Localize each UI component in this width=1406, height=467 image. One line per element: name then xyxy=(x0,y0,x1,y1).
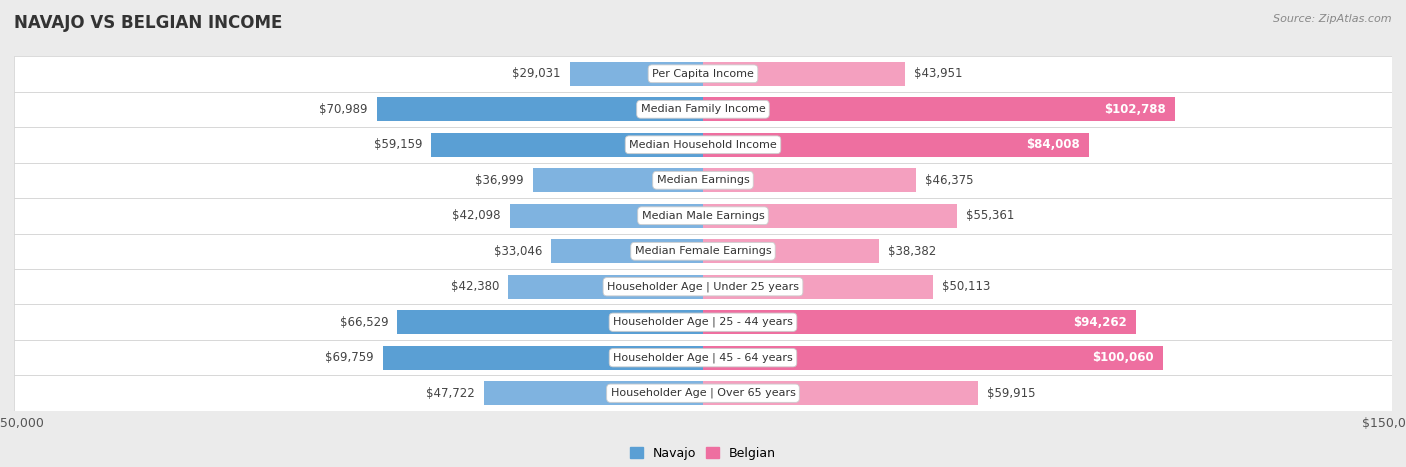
Text: Per Capita Income: Per Capita Income xyxy=(652,69,754,79)
Bar xyxy=(14,234,1392,269)
Text: $70,989: $70,989 xyxy=(319,103,368,116)
Bar xyxy=(432,133,703,157)
Bar xyxy=(703,97,1175,121)
Bar xyxy=(703,204,957,228)
Text: $94,262: $94,262 xyxy=(1073,316,1126,329)
Bar xyxy=(703,168,915,192)
Bar xyxy=(14,163,1392,198)
Text: $43,951: $43,951 xyxy=(914,67,963,80)
Text: $59,915: $59,915 xyxy=(987,387,1036,400)
Text: Median Male Earnings: Median Male Earnings xyxy=(641,211,765,221)
Bar xyxy=(484,381,703,405)
Legend: Navajo, Belgian: Navajo, Belgian xyxy=(626,442,780,465)
Bar xyxy=(509,275,703,299)
Bar xyxy=(14,269,1392,304)
Text: $38,382: $38,382 xyxy=(889,245,936,258)
Bar xyxy=(398,310,703,334)
Bar xyxy=(703,310,1136,334)
Bar xyxy=(569,62,703,86)
Bar xyxy=(14,198,1392,234)
Text: $47,722: $47,722 xyxy=(426,387,475,400)
Text: $42,098: $42,098 xyxy=(451,209,501,222)
Bar xyxy=(703,381,979,405)
Bar xyxy=(14,340,1392,375)
Text: $84,008: $84,008 xyxy=(1026,138,1080,151)
Text: $66,529: $66,529 xyxy=(340,316,388,329)
Bar xyxy=(509,204,703,228)
Text: $69,759: $69,759 xyxy=(325,351,374,364)
Bar xyxy=(377,97,703,121)
Bar xyxy=(703,133,1088,157)
Bar xyxy=(14,92,1392,127)
Bar xyxy=(533,168,703,192)
Bar xyxy=(382,346,703,370)
Text: $46,375: $46,375 xyxy=(925,174,974,187)
Text: $29,031: $29,031 xyxy=(512,67,561,80)
Text: $100,060: $100,060 xyxy=(1091,351,1153,364)
Bar xyxy=(703,346,1163,370)
Text: Householder Age | Under 25 years: Householder Age | Under 25 years xyxy=(607,282,799,292)
Text: Median Earnings: Median Earnings xyxy=(657,175,749,185)
Text: $42,380: $42,380 xyxy=(451,280,499,293)
Text: Median Female Earnings: Median Female Earnings xyxy=(634,246,772,256)
Bar xyxy=(551,239,703,263)
Bar xyxy=(703,62,905,86)
Text: NAVAJO VS BELGIAN INCOME: NAVAJO VS BELGIAN INCOME xyxy=(14,14,283,32)
Text: Median Household Income: Median Household Income xyxy=(628,140,778,150)
Bar xyxy=(14,127,1392,163)
Text: Householder Age | 25 - 44 years: Householder Age | 25 - 44 years xyxy=(613,317,793,327)
Text: Median Family Income: Median Family Income xyxy=(641,104,765,114)
Text: $36,999: $36,999 xyxy=(475,174,524,187)
Bar xyxy=(703,275,934,299)
Bar xyxy=(14,375,1392,411)
Text: $55,361: $55,361 xyxy=(966,209,1015,222)
Text: Householder Age | Over 65 years: Householder Age | Over 65 years xyxy=(610,388,796,398)
Bar xyxy=(14,56,1392,92)
Bar xyxy=(14,304,1392,340)
Text: $59,159: $59,159 xyxy=(374,138,422,151)
Text: Householder Age | 45 - 64 years: Householder Age | 45 - 64 years xyxy=(613,353,793,363)
Text: $50,113: $50,113 xyxy=(942,280,991,293)
Text: $33,046: $33,046 xyxy=(494,245,543,258)
Bar xyxy=(703,239,879,263)
Text: Source: ZipAtlas.com: Source: ZipAtlas.com xyxy=(1274,14,1392,24)
Text: $102,788: $102,788 xyxy=(1104,103,1166,116)
